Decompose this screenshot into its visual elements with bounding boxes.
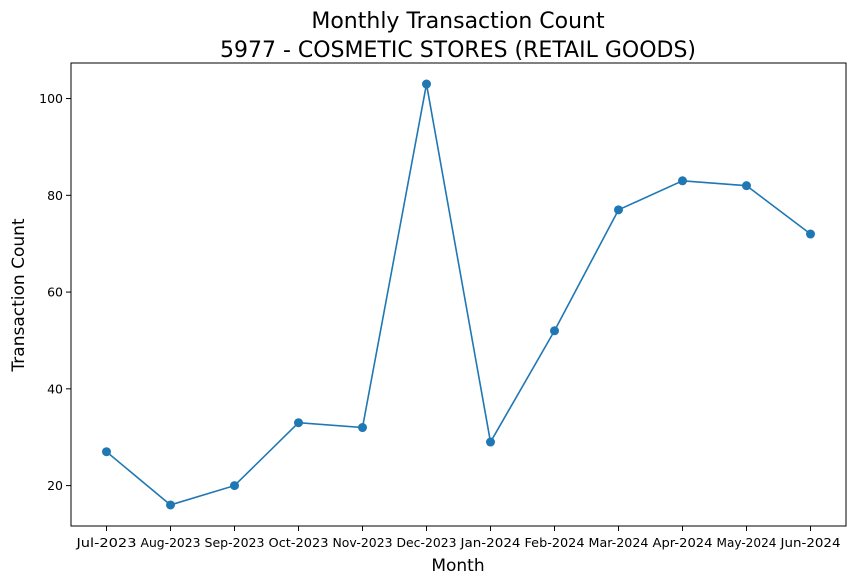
data-point	[166, 500, 175, 510]
data-point	[294, 418, 303, 428]
x-tick-label: Jun-2024	[779, 535, 840, 550]
y-axis: 20 40 60 80 100	[39, 91, 71, 493]
y-tick-label: 100	[39, 91, 63, 106]
data-point	[678, 176, 687, 186]
data-point	[614, 205, 623, 215]
x-tick-label: Feb-2024	[525, 535, 585, 550]
data-point	[742, 181, 751, 191]
data-point	[422, 79, 431, 89]
x-tick-label: Oct-2023	[269, 535, 329, 550]
x-tick-label: Aug-2023	[141, 535, 201, 550]
axes-frame	[70, 62, 847, 527]
data-point	[230, 481, 239, 491]
data-point	[486, 437, 495, 447]
data-point	[550, 326, 559, 336]
data-point	[806, 229, 815, 239]
chart-title: Monthly Transaction Count	[311, 9, 605, 34]
x-tick-label: Mar-2024	[589, 535, 649, 550]
y-tick-label: 20	[47, 478, 63, 493]
x-tick-label: Dec-2023	[397, 535, 457, 550]
x-tick-label: Jan-2024	[459, 535, 520, 550]
data-point	[102, 447, 111, 457]
y-axis-label: Transaction Count	[9, 218, 29, 372]
y-tick-label: 60	[47, 285, 63, 300]
x-tick-label: Apr-2024	[653, 535, 713, 550]
x-tick-label: Nov-2023	[333, 535, 393, 550]
x-tick-label: May-2024	[717, 535, 777, 550]
x-axis: Jul-2023 Aug-2023 Sep-2023 Oct-2023 Nov-2023…	[75, 526, 841, 550]
y-tick-label: 40	[47, 381, 63, 396]
y-tick-label: 80	[47, 188, 63, 203]
x-tick-label: Jul-2023	[75, 535, 136, 550]
x-tick-label: Sep-2023	[205, 535, 265, 550]
series-markers	[102, 79, 815, 510]
series-line	[105, 83, 811, 506]
x-axis-label: Month	[431, 556, 484, 576]
data-point	[358, 423, 367, 433]
chart-subtitle: 5977 - COSMETIC STORES (RETAIL GOODS)	[220, 38, 696, 63]
